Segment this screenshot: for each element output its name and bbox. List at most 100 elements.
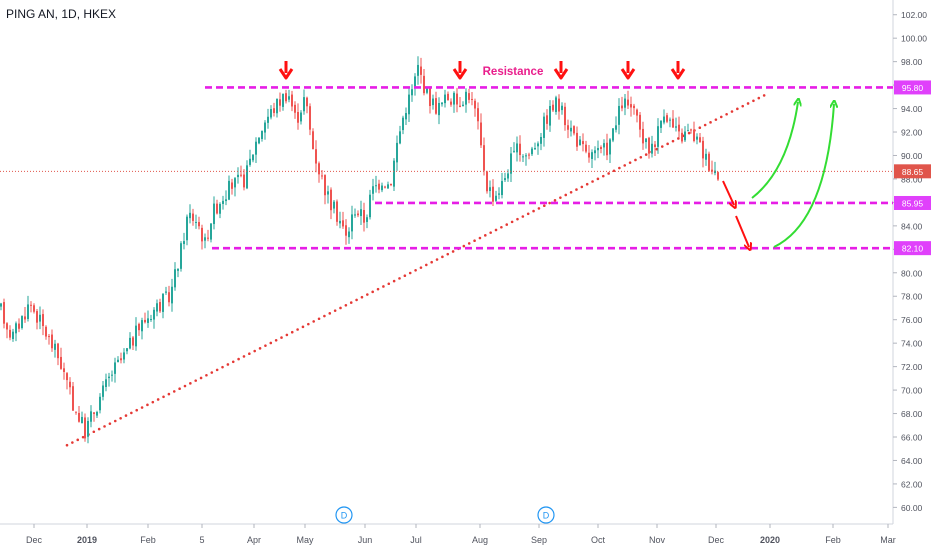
candle-body [87,420,89,437]
dividend-marker-circle[interactable] [335,506,353,524]
candle-body [186,216,188,241]
candle-body [498,193,500,195]
candle-body [654,144,656,147]
candle-body [138,323,140,331]
resistance-annotation: Resistance [483,66,544,78]
candle-body [351,214,353,232]
candle-body [342,220,344,227]
candle-body [120,358,122,361]
candle-body [669,119,671,121]
level-price-tag [894,80,931,95]
candle-body [225,199,227,202]
price-labels-layer: 95.80 85.95 82.10 88.65 Resistance [483,66,931,256]
candle-body [315,149,317,164]
projection-up-arrow [751,102,798,199]
candle-body [285,93,287,102]
candle-body [21,316,23,329]
candle-body [477,108,479,122]
levels-layer [0,86,893,250]
support-trendline [65,93,768,447]
red-down-arrow [670,61,686,80]
candle-body [246,165,248,189]
candle-body [411,89,413,96]
candle-body [144,319,146,323]
candle-body [297,111,299,123]
candle-body [630,104,632,108]
candle-body [486,171,488,192]
candle-body [135,325,137,347]
candle-body [123,352,125,360]
candle-body [591,152,593,159]
candle-body [162,293,164,312]
candle-body [666,115,668,122]
candle-body [636,109,638,116]
candle-body [528,154,530,156]
candle-body [423,75,425,94]
candle-body [570,127,572,132]
candle-body [450,101,452,105]
projection-down-arrow [722,180,734,205]
candle-body [594,150,596,154]
candle-body [243,174,245,188]
candle-body [249,158,251,165]
x-tick-label: Nov [649,535,666,545]
candle-body [399,131,401,144]
candle-body [507,173,509,179]
candle-body [414,76,416,88]
candle-body [549,106,551,126]
candle-body [195,221,197,223]
y-tick-label: 68.00 [901,409,923,419]
x-tick-label: Mar [880,535,896,545]
candle-body [564,106,566,126]
candle-body [447,93,449,101]
red-arrow-head [553,68,569,80]
candle-body [462,104,464,107]
candle-body [192,213,194,221]
candle-body [696,136,698,140]
candle-body [360,209,362,217]
candle-body [12,331,14,340]
candle-body [612,128,614,141]
dividend-marker-circle[interactable] [537,506,555,524]
level-price-label: 95.80 [902,83,924,93]
candle-body [279,99,281,106]
candle-body [171,286,173,304]
candle-body [348,231,350,238]
candle-body [543,116,545,138]
candle-body [213,203,215,225]
dividend-marker[interactable]: D [537,506,555,524]
candle-body [345,225,347,236]
candle-body [165,291,167,293]
candle-body [15,323,17,334]
candle-body [306,97,308,107]
x-tick-label: Feb [825,535,841,545]
candle-body [555,97,557,112]
candle-body [357,213,359,216]
candle-body [60,356,62,369]
dividend-marker[interactable]: D [335,506,353,524]
candle-body [381,185,383,191]
candle-body [255,141,257,155]
candle-body [366,217,368,222]
candle-body [48,336,50,338]
y-tick-label: 66.00 [901,433,923,443]
candle-body [312,131,314,150]
candle-body [318,163,320,175]
candle-body [174,269,176,288]
arrows-layer [278,61,834,247]
x-tick-label: Apr [247,535,261,545]
candle-body [156,303,158,312]
candle-body [183,241,185,245]
candle-body [117,359,119,363]
candle-body [624,98,626,108]
candle-body [603,143,605,148]
x-tick-label: Feb [140,535,156,545]
candle-body [681,132,683,142]
candle-body [501,181,503,196]
candle-body [291,94,293,107]
candle-body [519,143,521,156]
candle-body [693,129,695,141]
candle-body [585,144,587,152]
